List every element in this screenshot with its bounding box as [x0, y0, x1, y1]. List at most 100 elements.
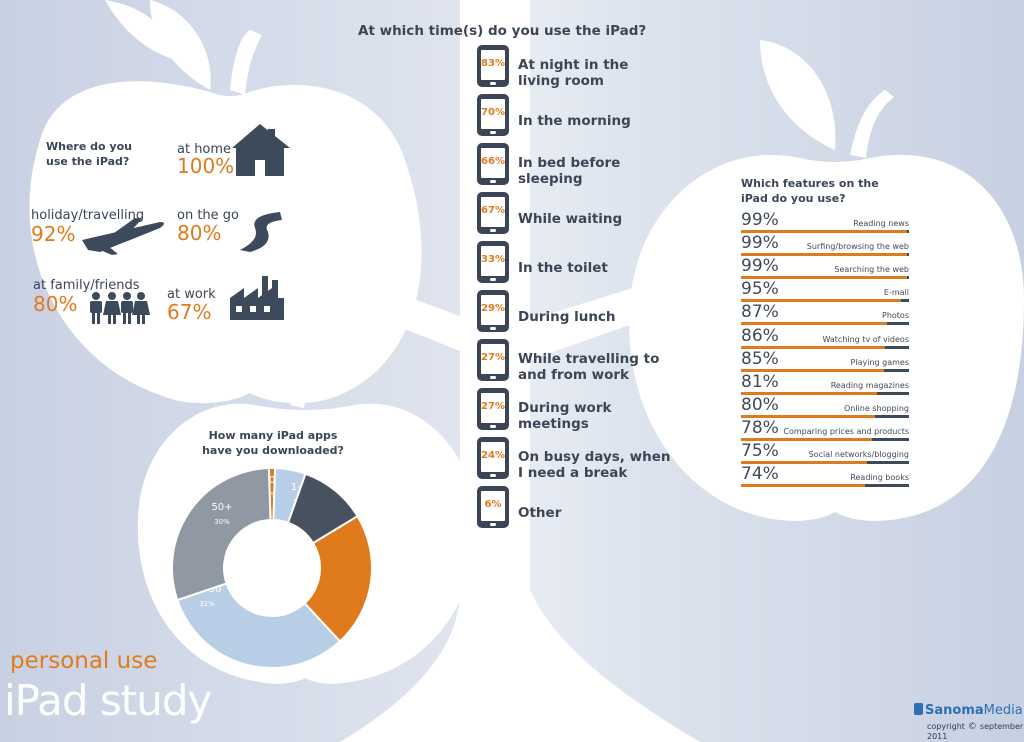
feature-label: Photos [882, 311, 909, 321]
ipad-icon: 70% [477, 94, 509, 136]
feature-bar [741, 484, 865, 488]
location-label-home: at home [177, 142, 232, 157]
ipad-icon: 27% [477, 388, 509, 430]
feature-bar [741, 437, 872, 441]
feature-row: 81% Reading magazines [741, 373, 909, 395]
location-pct-work: 67% [167, 300, 212, 324]
time-label: Other [518, 505, 561, 521]
time-label-line: Other [518, 505, 562, 521]
feature-row: 95% E-mail [741, 279, 909, 303]
time-pct: 83% [481, 58, 505, 69]
feature-pct: 75% [741, 441, 779, 461]
feature-bar [741, 345, 885, 349]
time-label-line: During work [518, 400, 612, 416]
time-label: In bed before sleeping [518, 155, 620, 187]
copyright-word: copyright [927, 722, 965, 731]
feature-row: 80% Online shopping [741, 396, 909, 418]
time-pct: 33% [481, 254, 505, 265]
time-label-line: In bed before [518, 155, 621, 171]
tree-trunk [340, 0, 700, 742]
ipad-icon: 24% [477, 437, 509, 479]
time-pct: 66% [481, 156, 505, 167]
time-label-line: In the toilet [518, 260, 608, 276]
time-label-line: I need a break [518, 465, 628, 481]
feature-row: 99% Searching the web [741, 256, 909, 280]
feature-label: Reading news [853, 219, 909, 228]
ipad-screen: 6% [481, 491, 505, 521]
location-label-work: at work [167, 287, 216, 302]
ipad-home-button [490, 82, 496, 85]
location-pct-home: 100% [177, 154, 235, 178]
ipad-home-button [490, 523, 496, 526]
feature-bar [741, 322, 887, 326]
feature-pct: 80% [741, 394, 779, 415]
time-label-line: While waiting [518, 211, 623, 227]
ipad-home-button [490, 278, 496, 281]
donut-slice-11-20 [303, 514, 373, 643]
feature-bar [741, 391, 877, 395]
road-icon [240, 212, 282, 252]
sanoma-logo: SanomaMedia [914, 703, 1023, 718]
feature-row: 78% Comparing prices and products [741, 419, 909, 441]
feature-pct: 78% [741, 417, 779, 438]
time-label-line: living room [518, 73, 604, 89]
ipad-icon: 67% [477, 192, 509, 234]
logo-mark-icon [914, 703, 923, 715]
donut-pct: 1% [266, 491, 277, 499]
copyright-date: september 2011 [927, 722, 1024, 741]
time-label: While travelling to and from work [518, 351, 659, 383]
ipad-home-button [490, 327, 496, 330]
feature-label: Reading books [850, 473, 909, 483]
location-label-family: at family/friends [33, 278, 140, 293]
ipad-screen: 29% [481, 295, 505, 325]
times-question: At which time(s) do you use the iPad? [358, 23, 647, 39]
feature-row: 85% Playing games [741, 350, 909, 372]
ipad-screen: 24% [481, 442, 505, 472]
feature-pct: 85% [741, 348, 779, 369]
feature-label: Watching tv of videos [822, 334, 909, 344]
time-label: During lunch [518, 309, 616, 325]
feature-bar [741, 276, 907, 280]
time-label: At night in the living room [518, 57, 628, 89]
location-question: Where do you use the iPad? [46, 140, 132, 168]
feature-row: 86% Watching tv of videos [741, 327, 909, 349]
time-label-line: On busy days, when [518, 449, 671, 465]
apple-leaf [150, 0, 211, 90]
feature-label: Playing games [850, 357, 909, 367]
ipad-screen: 67% [481, 197, 505, 227]
ipad-screen: 27% [481, 344, 505, 374]
time-label: During work meetings [518, 400, 611, 432]
feature-row: 75% Social networks/blogging [741, 442, 909, 464]
feature-bar [741, 253, 907, 257]
feature-pct: 74% [741, 464, 779, 485]
feature-bar [741, 461, 867, 464]
feature-bar [741, 414, 875, 418]
ipad-home-button [490, 425, 496, 428]
donut-pct: 30% [214, 518, 230, 526]
apps-question: How many iPad apps have you downloaded? [202, 429, 344, 457]
feature-pct: 86% [741, 325, 779, 346]
time-label-line: At night in the [518, 57, 629, 73]
time-pct: 27% [481, 352, 505, 363]
feature-pct: 95% [741, 279, 779, 300]
feature-pct: 99% [741, 210, 779, 230]
ipad-screen: 70% [481, 99, 505, 129]
ipad-home-button [490, 180, 496, 183]
location-label-on-the-go: on the go [177, 208, 239, 223]
apple-right [629, 154, 1024, 521]
ipad-screen: 66% [481, 148, 505, 178]
donut-pct: 32% [199, 600, 215, 608]
location-label-holiday: holiday/travelling [31, 208, 145, 223]
feature-label: Social networks/blogging [808, 450, 909, 459]
donut-label: 50+ [211, 502, 232, 513]
apple-stem [850, 90, 894, 158]
apple-leaf [760, 40, 836, 150]
feature-label: E-mail [883, 288, 909, 298]
time-pct: 27% [481, 401, 505, 412]
feature-label: Reading magazines [830, 380, 909, 390]
time-label-line: In the morning [518, 113, 631, 129]
feature-pct: 81% [741, 371, 779, 392]
feature-pct: 99% [741, 256, 779, 277]
apple-leaf [225, 338, 295, 384]
